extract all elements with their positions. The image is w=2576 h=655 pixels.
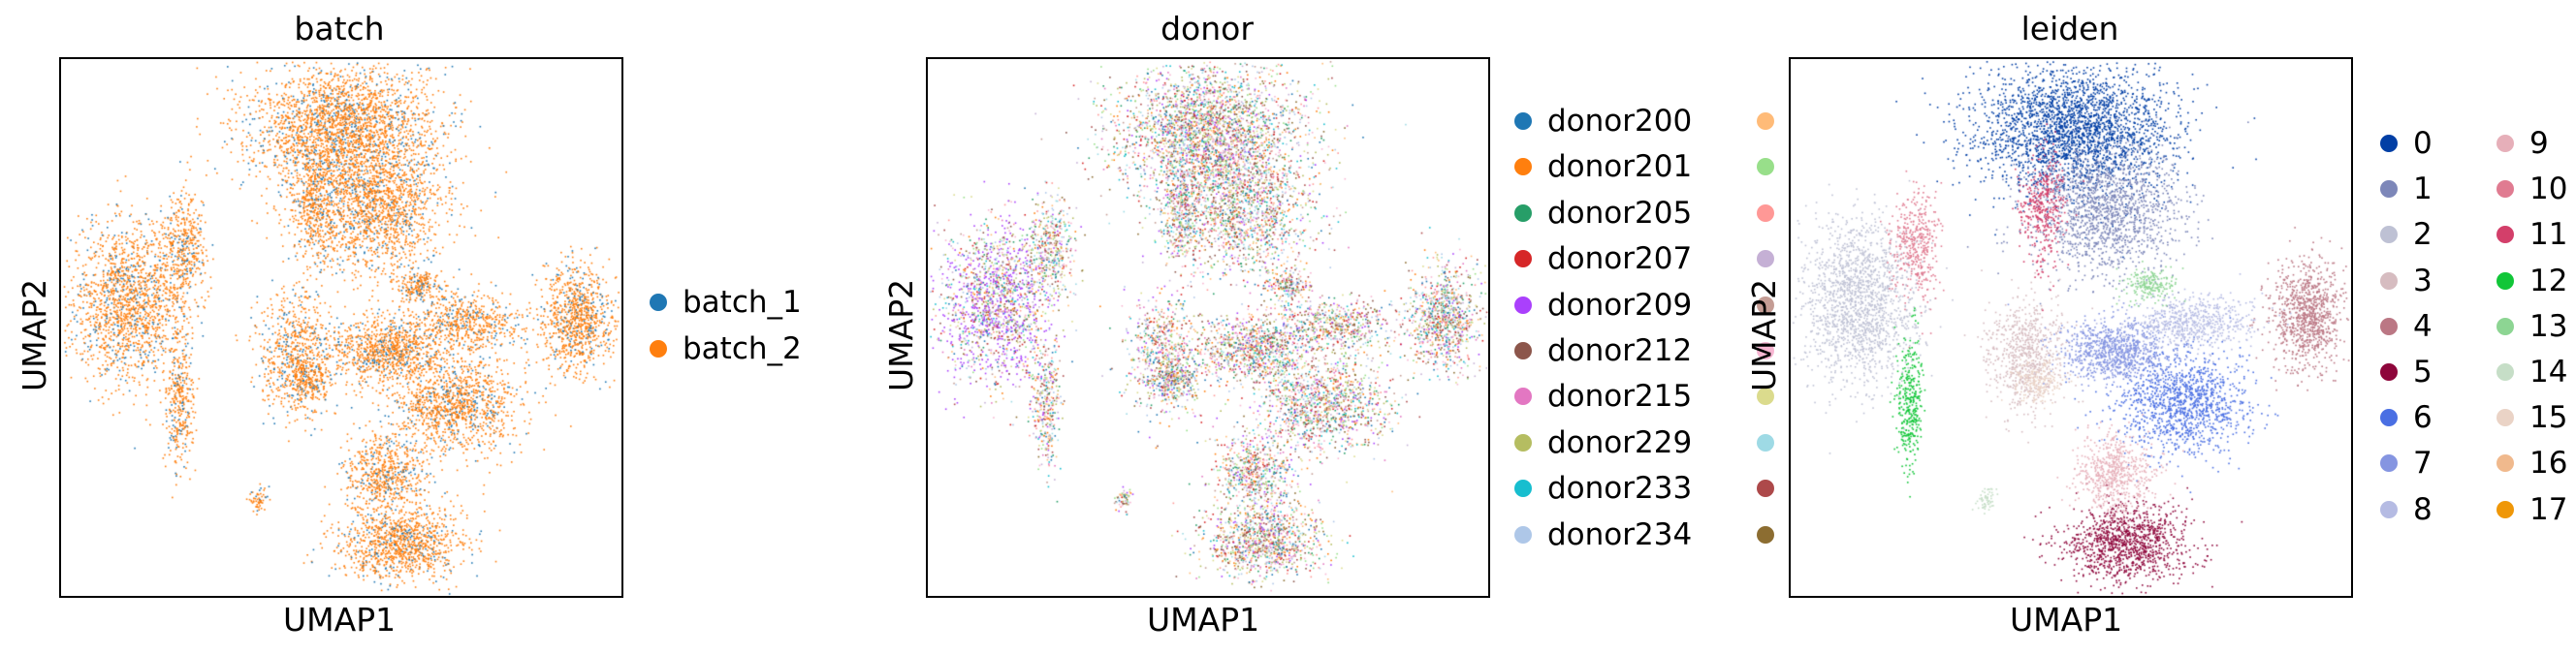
- legend-marker: [2496, 271, 2514, 290]
- legend-label: batch_2: [683, 331, 802, 366]
- leiden-scatter-plot: [1789, 57, 2353, 598]
- batch-panel-title: batch: [294, 10, 385, 47]
- legend-marker: [2496, 363, 2514, 381]
- legend-marker: [2380, 500, 2398, 518]
- legend-label: donor201: [1547, 149, 1693, 185]
- batch-y-axis-label: UMAP2: [16, 278, 53, 391]
- legend-label: 1: [2413, 172, 2433, 207]
- legend-label: 10: [2529, 172, 2568, 207]
- legend-label: 11: [2529, 217, 2568, 253]
- donor-x-axis-label: UMAP1: [1147, 601, 1260, 639]
- donor-panel-title: donor: [1161, 10, 1254, 47]
- legend-label: donor207: [1547, 241, 1693, 277]
- legend-label: 4: [2413, 308, 2433, 344]
- legend-label: donor233: [1547, 471, 1693, 507]
- legend-marker: [1514, 342, 1532, 359]
- legend-marker-truncated: [1757, 296, 1774, 314]
- legend-marker: [2496, 500, 2514, 518]
- legend-marker-truncated: [1757, 342, 1774, 359]
- legend-label: batch_1: [683, 285, 802, 320]
- donor-y-axis-label: UMAP2: [882, 278, 920, 391]
- legend-label: 9: [2529, 126, 2549, 161]
- legend-marker-truncated: [1757, 158, 1774, 176]
- legend-label: donor215: [1547, 379, 1693, 415]
- legend-label: 0: [2413, 126, 2433, 161]
- legend-label: 2: [2413, 217, 2433, 253]
- legend-marker: [650, 340, 667, 358]
- leiden-y-axis-label: UMAP2: [1745, 278, 1783, 391]
- batch-x-axis-label: UMAP1: [283, 601, 397, 639]
- legend-label: donor234: [1547, 516, 1693, 552]
- legend-label: 3: [2413, 263, 2433, 298]
- donor-scatter-plot: [926, 57, 1490, 598]
- legend-marker: [2380, 454, 2398, 473]
- legend-label: donor205: [1547, 195, 1693, 231]
- legend-marker: [2496, 135, 2514, 152]
- legend-marker: [650, 294, 667, 311]
- legend-label: 7: [2413, 446, 2433, 482]
- legend-marker: [2496, 454, 2514, 473]
- legend-marker: [1514, 480, 1532, 498]
- legend-label: donor212: [1547, 333, 1693, 368]
- legend-marker: [1514, 433, 1532, 452]
- legend-marker: [1514, 203, 1532, 222]
- legend-label: 13: [2529, 308, 2568, 344]
- legend-label: 12: [2529, 263, 2568, 298]
- legend-label: donor200: [1547, 104, 1693, 139]
- legend-marker: [2496, 409, 2514, 427]
- legend-marker: [1514, 250, 1532, 268]
- leiden-x-axis-label: UMAP1: [2010, 601, 2123, 639]
- legend-label: 8: [2413, 491, 2433, 527]
- legend-marker: [1514, 158, 1532, 176]
- legend-marker: [2380, 226, 2398, 244]
- legend-marker: [1514, 296, 1532, 314]
- leiden-panel-title: leiden: [2020, 10, 2119, 47]
- legend-marker: [2496, 226, 2514, 244]
- legend-marker: [2496, 180, 2514, 199]
- legend-label: 15: [2529, 400, 2568, 436]
- legend-label: 14: [2529, 355, 2568, 390]
- legend-label: donor229: [1547, 424, 1693, 460]
- legend-marker: [2380, 271, 2398, 290]
- legend-marker: [1514, 388, 1532, 406]
- legend-marker-truncated: [1757, 250, 1774, 268]
- legend-marker: [2380, 409, 2398, 427]
- batch-scatter-plot: [59, 57, 623, 598]
- legend-marker: [2380, 135, 2398, 152]
- legend-marker: [2380, 363, 2398, 381]
- legend-label: 6: [2413, 400, 2433, 436]
- legend-marker-truncated: [1757, 433, 1774, 452]
- legend-marker-truncated: [1757, 480, 1774, 498]
- legend-marker-truncated: [1757, 525, 1774, 544]
- legend-marker: [2496, 317, 2514, 335]
- legend-marker: [2380, 180, 2398, 199]
- legend-marker: [1514, 525, 1532, 544]
- legend-marker-truncated: [1757, 112, 1774, 130]
- legend-marker: [2380, 317, 2398, 335]
- legend-label: 5: [2413, 355, 2433, 390]
- legend-marker-truncated: [1757, 203, 1774, 222]
- legend-label: 16: [2529, 446, 2568, 482]
- legend-marker-truncated: [1757, 388, 1774, 406]
- legend-label: donor209: [1547, 287, 1693, 323]
- legend-marker: [1514, 112, 1532, 130]
- legend-label: 17: [2529, 491, 2568, 527]
